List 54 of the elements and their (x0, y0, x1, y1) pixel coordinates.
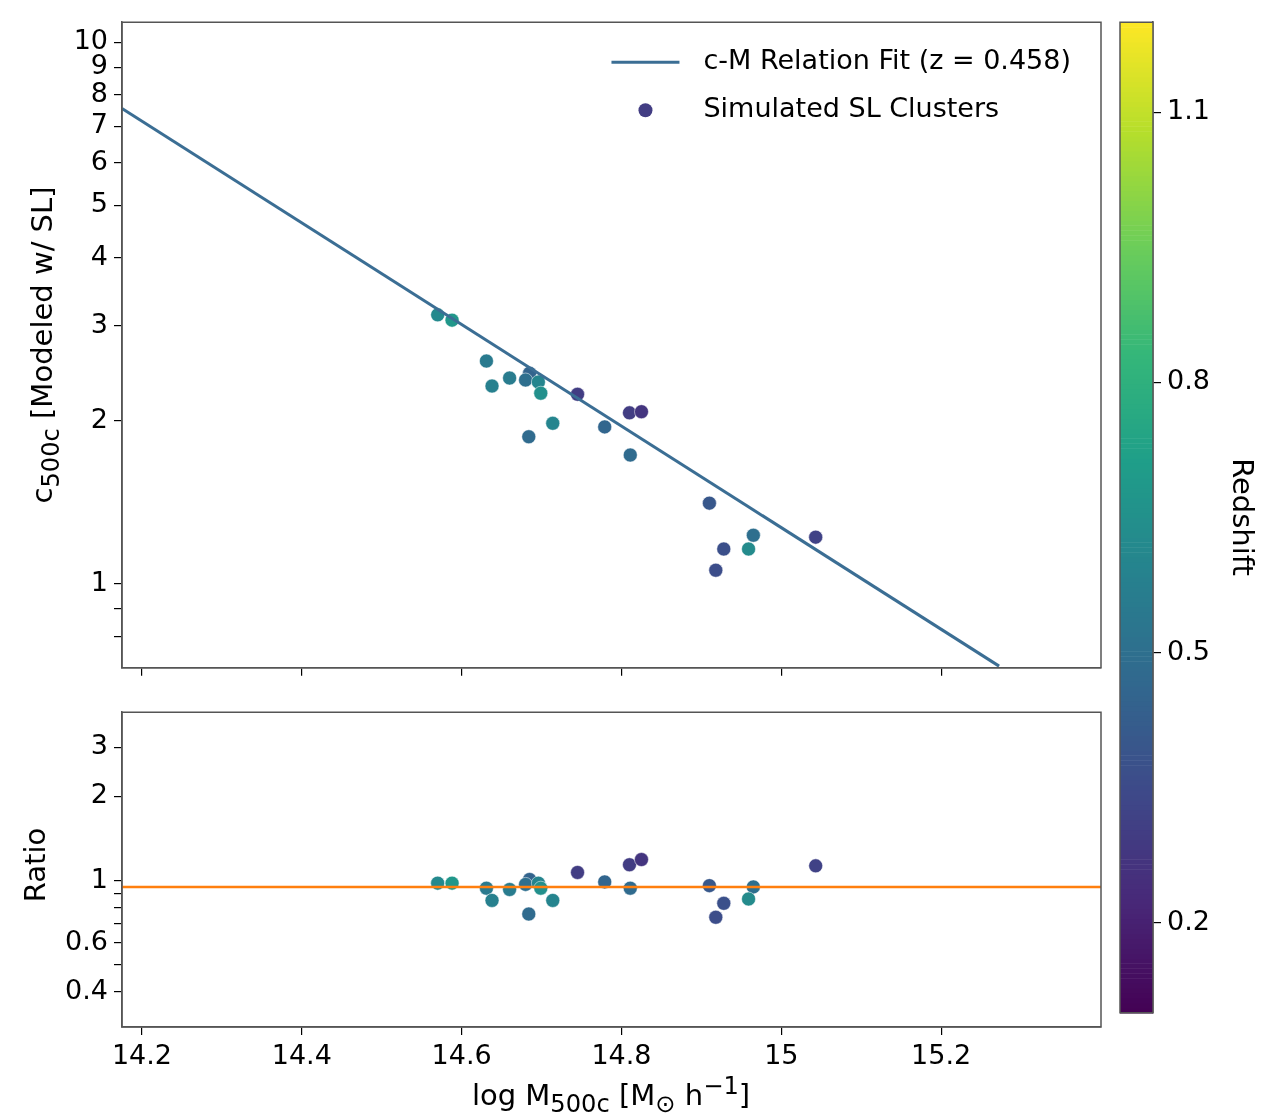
point (521, 429, 537, 444)
point (746, 528, 761, 543)
y-tick-label: 4 (90, 239, 108, 271)
point (518, 372, 533, 388)
x-tick-label: 14.2 (111, 1039, 173, 1071)
y-tick-label: 0.4 (65, 974, 108, 1006)
legend-label: c-M Relation Fit (z = 0.458) (703, 44, 1072, 76)
point (570, 865, 585, 880)
y-tick-label: 6 (90, 144, 108, 176)
y-tick-label: 2 (90, 402, 108, 434)
color-bar-label: 0.8 (1167, 364, 1210, 396)
point (502, 370, 517, 386)
y-tick-label: 1 (90, 862, 108, 894)
x-tick-label: 15 (764, 1039, 799, 1071)
point (708, 910, 724, 925)
x-tick-label: 14.8 (591, 1039, 652, 1071)
y-tick-label: 2 (90, 778, 108, 810)
point (484, 378, 500, 394)
point (533, 385, 549, 401)
point (716, 896, 732, 911)
x-tick-label: 15.2 (911, 1039, 972, 1071)
point (741, 891, 756, 907)
point (702, 495, 717, 511)
x-axis-title: log M$_{500c}$ [M$_{⊙}$ h$^{−1}$] (471, 1072, 751, 1117)
color-bar-label: 0.2 (1167, 904, 1210, 936)
point (521, 906, 537, 922)
point (623, 447, 638, 463)
point (622, 405, 637, 421)
point (622, 857, 637, 873)
x-tick-label: 14.6 (431, 1039, 492, 1071)
color-bar-title: Redshift (1226, 458, 1260, 576)
point (808, 858, 823, 874)
color-bar-label: 0.5 (1167, 634, 1210, 666)
point (597, 419, 612, 435)
x-tick-label: 14.4 (271, 1039, 332, 1071)
y-tick-label: 1 (90, 565, 108, 597)
point (708, 562, 724, 578)
point (741, 541, 756, 557)
point (634, 404, 649, 419)
y-tick-label: 3 (90, 729, 108, 761)
y-tick-label: 5 (90, 187, 108, 219)
point (484, 893, 500, 908)
y-tick-label: 0.6 (65, 924, 108, 956)
y-tick-label: 3 (90, 307, 108, 339)
color-bar-label: 1.1 (1167, 94, 1210, 126)
point (808, 529, 823, 545)
point (716, 541, 732, 557)
legend-label: Simulated SL Clusters (703, 92, 1000, 124)
point (479, 353, 494, 369)
point (545, 893, 561, 908)
y-tick-label: 7 (90, 108, 108, 140)
point (545, 416, 561, 431)
y-axis-title: Ratio (18, 827, 52, 903)
point (634, 852, 649, 867)
